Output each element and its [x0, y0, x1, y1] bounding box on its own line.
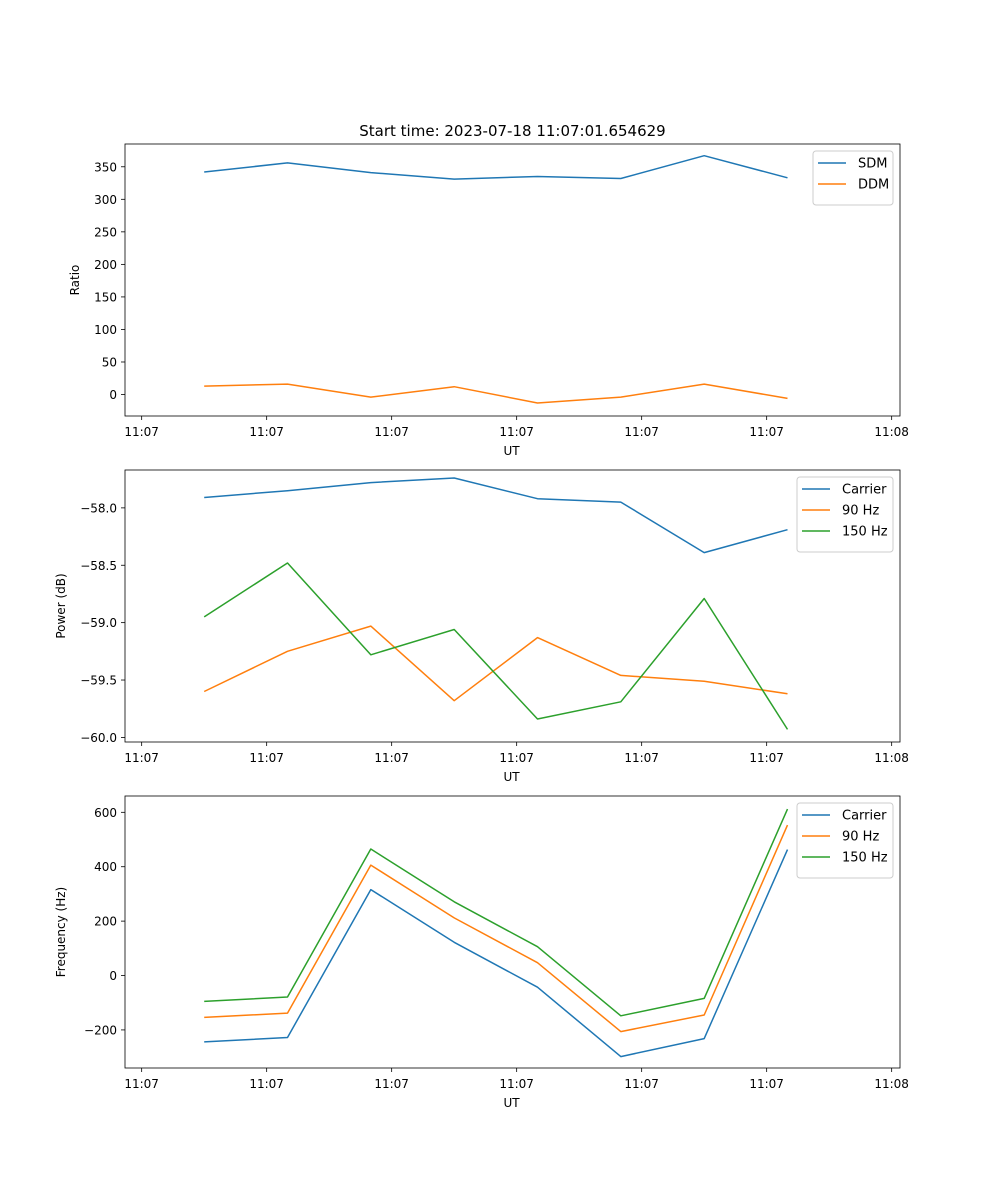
legend-label: Carrier	[842, 809, 887, 824]
legend-label: DDM	[858, 178, 889, 193]
x-tick-label: 11:07	[124, 425, 159, 439]
x-tick-label: 11:07	[749, 751, 784, 765]
x-tick-label: 11:07	[374, 751, 409, 765]
y-tick-label: 200	[94, 258, 117, 272]
y-tick-label: 600	[94, 806, 117, 820]
legend: Carrier 90 Hz 150 Hz	[796, 802, 894, 879]
legend-box	[796, 802, 894, 879]
legend-label: 90 Hz	[842, 504, 879, 519]
y-tick-label: −58.5	[80, 559, 117, 573]
y-tick-label: 350	[94, 160, 117, 174]
chart-2: 11:07 11:07 11:07 11:07 11:07 11:07 11:08 −60.0…	[54, 469, 909, 784]
x-tick-label: 11:07	[124, 1077, 159, 1091]
x-tick-label: 11:07	[624, 751, 659, 765]
legend-box	[796, 476, 894, 553]
x-tick-label: 11:07	[249, 751, 284, 765]
y-tick-label: 400	[94, 860, 117, 874]
axes-frame	[124, 795, 901, 1069]
y-tick-label: 250	[94, 225, 117, 239]
y-tick-label: 0	[109, 969, 117, 983]
x-tick-label: 11:07	[624, 425, 659, 439]
axes-frame	[124, 469, 901, 743]
series-lines	[204, 154, 788, 404]
y-tick-label: −59.0	[80, 616, 117, 630]
y-tick-label: 300	[94, 193, 117, 207]
axes-frame	[124, 143, 901, 417]
x-axis-label: UT	[503, 770, 520, 784]
y-tick-label: −59.5	[80, 674, 117, 688]
figure-title: Start time: 2023-07-18 11:07:01.654629	[359, 122, 665, 140]
y-axis-label: Frequency (Hz)	[54, 887, 68, 978]
legend-label: 90 Hz	[842, 830, 879, 845]
legend-label: Carrier	[842, 483, 887, 498]
series-line-150-hz	[203, 562, 789, 730]
series-line-ddm	[204, 383, 788, 404]
series-line-90-hz	[204, 824, 789, 1033]
x-tick-label: 11:07	[499, 425, 534, 439]
y-axis-label: Ratio	[68, 265, 82, 296]
legend: Carrier 90 Hz 150 Hz	[796, 476, 894, 553]
series-line-carrier	[204, 849, 789, 1058]
x-axis-label: UT	[503, 1096, 520, 1110]
x-tick-label: 11:07	[249, 1077, 284, 1091]
x-axis-label: UT	[503, 444, 520, 458]
series-lines	[203, 477, 789, 730]
series-line-90-hz	[203, 625, 788, 702]
chart-1: 11:07 11:07 11:07 11:07 11:07 11:07 11:08 0 50 10…	[68, 143, 909, 458]
x-tick-label: 11:07	[124, 751, 159, 765]
series-lines	[204, 808, 789, 1058]
y-axis-label: Power (dB)	[54, 573, 68, 638]
x-tick-label: 11:08	[874, 425, 909, 439]
series-line-carrier	[204, 477, 788, 554]
legend: SDM DDM	[812, 150, 894, 206]
series-line-sdm	[204, 154, 788, 180]
legend-box	[812, 150, 894, 206]
x-tick-label: 11:07	[749, 425, 784, 439]
x-tick-label: 11:07	[499, 1077, 534, 1091]
y-tick-label: 50	[102, 355, 117, 369]
chart-3: 11:07 11:07 11:07 11:07 11:07 11:07 11:08 −200 0…	[54, 795, 909, 1110]
y-tick-label: 100	[94, 323, 117, 337]
legend-label: 150 Hz	[842, 851, 888, 866]
x-tick-label: 11:08	[874, 751, 909, 765]
x-tick-label: 11:07	[749, 1077, 784, 1091]
y-tick-label: −200	[84, 1023, 117, 1037]
x-tick-label: 11:07	[624, 1077, 659, 1091]
y-tick-label: 150	[94, 290, 117, 304]
y-tick-label: −60.0	[80, 731, 117, 745]
legend-label: 150 Hz	[842, 525, 888, 540]
x-tick-label: 11:07	[499, 751, 534, 765]
y-tick-label: 200	[94, 915, 117, 929]
y-tick-label: −58.0	[80, 501, 117, 515]
x-tick-label: 11:08	[874, 1077, 909, 1091]
legend-label: SDM	[858, 157, 887, 172]
x-tick-label: 11:07	[374, 425, 409, 439]
series-line-150-hz	[204, 808, 789, 1017]
y-tick-label: 0	[109, 388, 117, 402]
x-tick-label: 11:07	[249, 425, 284, 439]
x-tick-label: 11:07	[374, 1077, 409, 1091]
